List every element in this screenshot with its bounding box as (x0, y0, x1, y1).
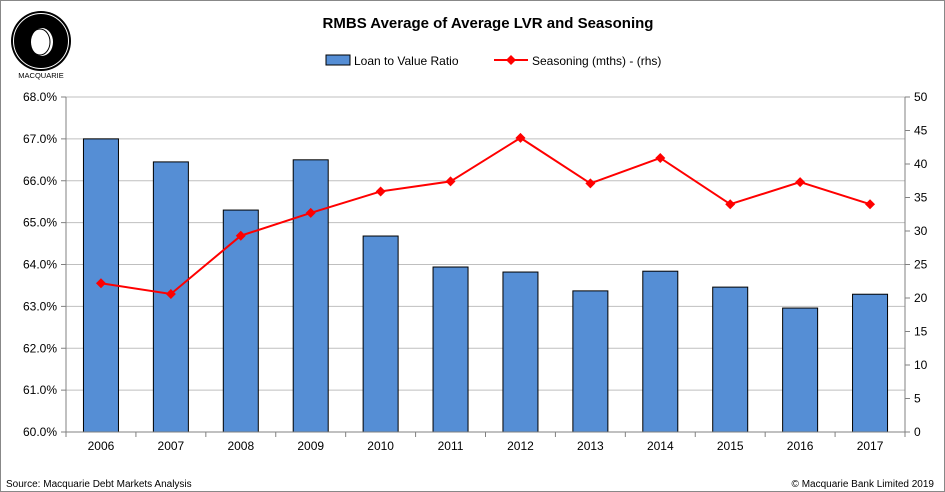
x-tick-label: 2016 (787, 439, 814, 453)
x-tick-label: 2008 (227, 439, 254, 453)
seasoning-point-2017 (865, 199, 876, 210)
legend-label-lvr: Loan to Value Ratio (354, 54, 459, 68)
x-tick-label: 2006 (88, 439, 115, 453)
left-tick-label: 68.0% (23, 90, 57, 104)
right-tick-label: 10 (914, 358, 928, 372)
seasoning-point-2009 (305, 207, 316, 218)
seasoning-point-2011 (445, 176, 456, 187)
seasoning-point-2015 (725, 199, 736, 210)
right-tick-label: 45 (914, 124, 928, 138)
bar-2014 (642, 270, 679, 433)
x-tick-label: 2007 (158, 439, 185, 453)
left-tick-label: 62.0% (23, 341, 57, 355)
x-tick-label: 2009 (297, 439, 324, 453)
x-tick-label: 2013 (577, 439, 604, 453)
x-tick-label: 2010 (367, 439, 394, 453)
seasoning-point-2007 (165, 288, 176, 299)
legend-label-seasoning: Seasoning (mths) - (rhs) (532, 54, 661, 68)
x-tick-label: 2015 (717, 439, 744, 453)
seasoning-point-2006 (95, 278, 106, 289)
right-tick-label: 5 (914, 392, 921, 406)
right-tick-label: 30 (914, 224, 928, 238)
x-tick-label: 2014 (647, 439, 674, 453)
right-tick-label: 20 (914, 291, 928, 305)
right-tick-label: 40 (914, 157, 928, 171)
x-tick-label: 2017 (857, 439, 884, 453)
left-tick-label: 60.0% (23, 425, 57, 439)
left-tick-label: 65.0% (23, 216, 57, 230)
left-tick-label: 66.0% (23, 174, 57, 188)
seasoning-point-2008 (235, 230, 246, 241)
right-tick-label: 35 (914, 191, 928, 205)
seasoning-point-2013 (585, 178, 596, 189)
left-tick-label: 63.0% (23, 299, 57, 313)
bar-2017 (852, 293, 889, 433)
seasoning-point-2016 (795, 177, 806, 188)
macquarie-logo: MACQUARIE (11, 11, 71, 80)
bar-2016 (782, 307, 819, 433)
legend-diamond-marker (506, 55, 516, 65)
bar-2010 (362, 235, 399, 433)
legend-bar-swatch (325, 54, 351, 66)
seasoning-line (100, 136, 871, 296)
right-tick-label: 25 (914, 258, 928, 272)
bar-2012 (502, 271, 539, 433)
x-tick-label: 2012 (507, 439, 534, 453)
right-tick-label: 50 (914, 90, 928, 104)
bar-2013 (572, 290, 609, 433)
seasoning-point-2012 (515, 132, 526, 143)
bar-2007 (152, 161, 189, 433)
bar-2008 (222, 209, 259, 433)
chart-title: RMBS Average of Average LVR and Seasonin… (323, 15, 654, 32)
right-tick-label: 0 (914, 425, 921, 439)
seasoning-point-2014 (655, 152, 666, 163)
svg-text:MACQUARIE: MACQUARIE (18, 71, 63, 80)
left-tick-label: 61.0% (23, 383, 57, 397)
right-tick-label: 15 (914, 325, 928, 339)
left-tick-label: 64.0% (23, 258, 57, 272)
left-tick-label: 67.0% (23, 132, 57, 146)
bar-2011 (432, 266, 469, 433)
bar-2009 (292, 159, 329, 433)
source-note: Source: Macquarie Debt Markets Analysis (6, 479, 192, 490)
x-tick-label: 2011 (438, 439, 464, 453)
legend: Loan to Value Ratio Seasoning (mths) - (… (325, 54, 661, 68)
bar-2015 (712, 286, 749, 433)
seasoning-point-2010 (375, 186, 386, 197)
copyright-note: © Macquarie Bank Limited 2019 (792, 479, 935, 490)
